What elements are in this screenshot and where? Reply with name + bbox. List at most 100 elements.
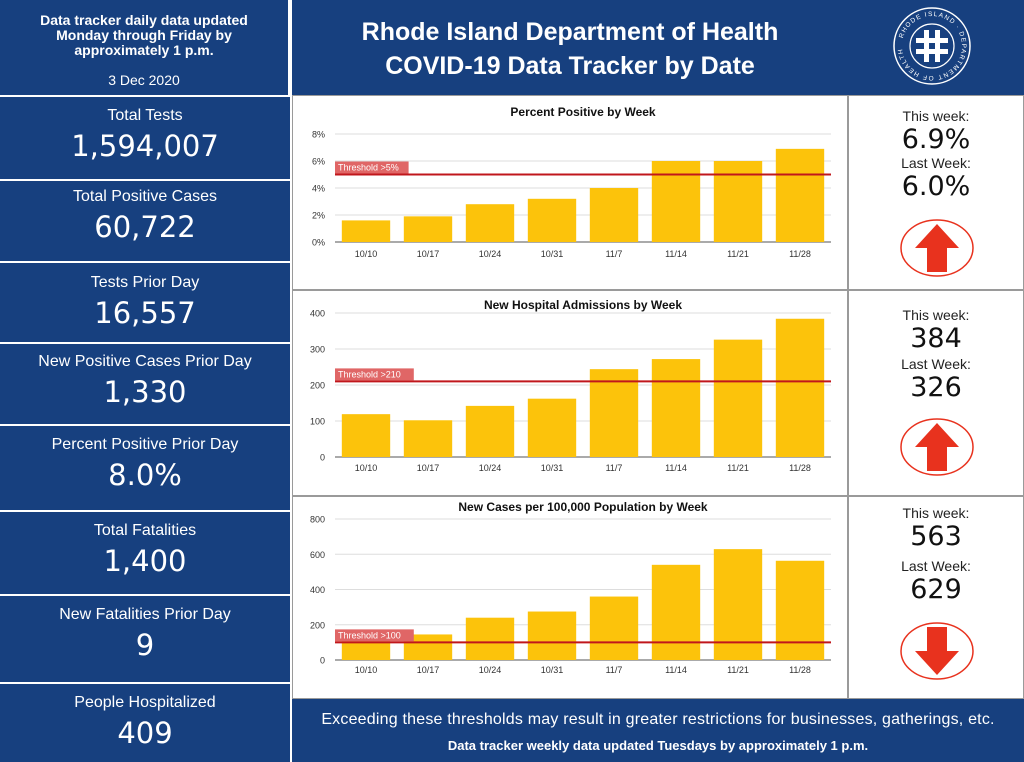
this-week-label: This week: — [902, 505, 970, 521]
stat-total-fatalities: Total Fatalities 1,400 — [0, 510, 290, 594]
this-week-value: 563 — [910, 521, 962, 552]
x-tick-label: 10/10 — [355, 463, 378, 473]
department-seal-icon: RHODE ISLAND · DEPARTMENT OF HEALTH — [893, 7, 971, 85]
x-tick-label: 10/17 — [417, 463, 440, 473]
stat-total-positive-cases: Total Positive Cases 60,722 — [0, 179, 290, 261]
y-tick-label: 4% — [312, 184, 325, 194]
update-notice-line2: Monday through Friday by — [56, 27, 232, 43]
stat-value: 16,557 — [94, 296, 196, 330]
x-tick-label: 11/21 — [727, 665, 749, 675]
stat-value: 60,722 — [94, 210, 196, 244]
bar — [651, 161, 701, 242]
chart-new-cases: New Cases per 100,000 Population by Week… — [292, 496, 848, 699]
stat-value: 9 — [135, 628, 155, 662]
bar — [775, 318, 825, 457]
y-tick-label: 8% — [312, 130, 325, 140]
x-tick-label: 10/10 — [355, 665, 378, 675]
x-tick-label: 10/24 — [479, 463, 502, 473]
x-tick-label: 11/21 — [727, 463, 749, 473]
y-tick-label: 300 — [310, 345, 325, 355]
page-title: Rhode Island Department of Health — [361, 18, 779, 46]
stat-value: 8.0% — [108, 458, 182, 492]
stat-label: New Fatalities Prior Day — [59, 606, 231, 623]
x-tick-label: 10/24 — [479, 249, 502, 259]
last-week-value: 629 — [910, 574, 962, 605]
y-tick-label: 0 — [320, 453, 325, 463]
x-tick-label: 10/31 — [541, 463, 564, 473]
this-week-label: This week: — [902, 108, 970, 124]
bar — [775, 560, 825, 660]
bar — [341, 414, 391, 457]
bar — [341, 638, 391, 660]
bar — [527, 198, 577, 242]
trend-up-icon — [900, 219, 974, 277]
stat-label: People Hospitalized — [74, 694, 216, 711]
chart-hospital-admissions: New Hospital Admissions by Week 0 100 200 30… — [292, 290, 848, 496]
x-tick-label: 11/14 — [665, 463, 687, 473]
bar — [713, 161, 763, 242]
stat-label: New Positive Cases Prior Day — [38, 353, 252, 370]
y-tick-label: 400 — [310, 585, 325, 595]
stat-total-tests: Total Tests 1,594,007 — [0, 95, 290, 179]
stat-value: 1,400 — [103, 544, 187, 578]
x-tick-label: 10/10 — [355, 249, 378, 259]
threshold-label: Threshold >210 — [338, 369, 401, 379]
page-subtitle: COVID-19 Data Tracker by Date — [385, 52, 755, 80]
bar — [651, 564, 701, 660]
footer: Exceeding these thresholds may result in… — [292, 699, 1024, 762]
threshold-label: Threshold >5% — [338, 163, 399, 173]
x-tick-label: 11/28 — [789, 665, 811, 675]
x-tick-label: 11/28 — [789, 463, 811, 473]
y-tick-label: 100 — [310, 417, 325, 427]
y-tick-label: 6% — [312, 157, 325, 167]
chart-title: New Hospital Admissions by Week — [484, 298, 682, 312]
last-week-label: Last Week: — [901, 356, 971, 372]
percent-positive-chart: Percent Positive by Week 0% 2% 4% 6% 8% 10/10 1… — [312, 105, 831, 259]
new-cases-chart: New Cases per 100,000 Population by Week… — [310, 500, 831, 675]
summary-new-cases: This week: 563 Last Week: 629 — [848, 496, 1024, 699]
last-week-label: Last Week: — [901, 558, 971, 574]
trend-up-icon — [900, 418, 974, 476]
y-tick-label: 600 — [310, 550, 325, 560]
stat-tests-prior-day: Tests Prior Day 16,557 — [0, 261, 290, 342]
stats-panel: Total Tests 1,594,007 Total Positive Cas… — [0, 95, 290, 762]
threshold-label: Threshold >100 — [338, 630, 401, 640]
bar — [775, 148, 825, 242]
update-notice-line1: Data tracker daily data updated — [40, 12, 248, 28]
bar — [589, 188, 639, 242]
stat-value: 1,594,007 — [71, 129, 219, 163]
x-tick-label: 11/7 — [606, 249, 623, 259]
chart-percent-positive: Percent Positive by Week 0% 2% 4% 6% 8% 10/10 1… — [292, 95, 848, 290]
stat-label: Total Positive Cases — [72, 188, 218, 205]
y-tick-label: 400 — [310, 309, 325, 319]
x-tick-label: 10/17 — [417, 665, 440, 675]
this-week-value: 6.9% — [901, 124, 971, 155]
chart-title: New Cases per 100,000 Population by Week — [458, 500, 708, 514]
chart-title: Percent Positive by Week — [510, 105, 656, 119]
bar — [403, 216, 453, 242]
bar — [465, 405, 515, 457]
bar — [527, 611, 577, 660]
y-tick-label: 800 — [310, 515, 325, 525]
x-tick-label: 10/31 — [541, 665, 564, 675]
x-tick-label: 10/17 — [417, 249, 440, 259]
bar — [589, 596, 639, 660]
hospital-admissions-chart: New Hospital Admissions by Week 0 100 200 30… — [310, 298, 831, 473]
y-tick-label: 0% — [312, 238, 325, 248]
last-week-value: 326 — [910, 372, 962, 403]
trend-down-icon — [900, 622, 974, 680]
y-tick-label: 0 — [320, 656, 325, 666]
bar — [465, 204, 515, 242]
threshold-label-bg — [335, 629, 414, 642]
svg-text:RHODE ISLAND · DEPARTMENT OF H: RHODE ISLAND · DEPARTMENT OF HEALTH — [897, 11, 967, 81]
stat-label: Percent Positive Prior Day — [51, 436, 239, 453]
bar — [527, 398, 577, 457]
summary-hospital-admissions: This week: 384 Last Week: 326 — [848, 290, 1024, 496]
threshold-label-bg — [335, 161, 409, 174]
update-notice: Data tracker daily data updated Monday t… — [0, 0, 290, 95]
x-tick-label: 11/7 — [606, 463, 623, 473]
bar — [651, 359, 701, 457]
bar — [341, 220, 391, 242]
x-tick-label: 11/14 — [665, 249, 687, 259]
stat-people-hospitalized: People Hospitalized 409 — [0, 682, 290, 762]
